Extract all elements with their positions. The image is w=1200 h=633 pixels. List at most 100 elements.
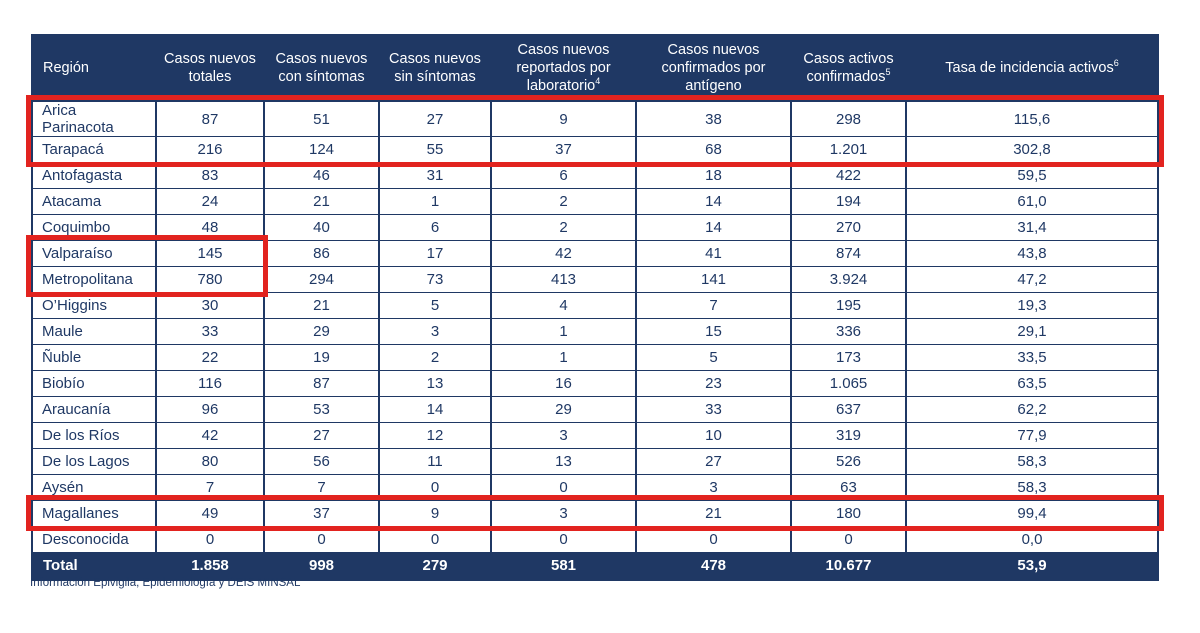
value-cell: 56 — [263, 448, 380, 475]
value-cell: 422 — [790, 162, 907, 189]
row-biobio: Biobío 116 87 13 16 23 1.065 63,5 — [31, 370, 1159, 397]
value-cell: 9 — [490, 100, 637, 137]
value-cell: 15 — [635, 318, 792, 345]
value-cell: 87 — [155, 100, 265, 137]
covid-regions-table: Región Casos nuevos totales Casos nuevos c… — [31, 34, 1159, 581]
value-cell: 279 — [378, 552, 492, 580]
value-cell: 37 — [263, 500, 380, 527]
value-cell: 0 — [378, 526, 492, 553]
region-cell: Maule — [31, 318, 157, 345]
value-cell: 2 — [490, 214, 637, 241]
value-cell: 874 — [790, 240, 907, 267]
value-cell: 24 — [155, 188, 265, 215]
row-magallanes: Magallanes 49 37 9 3 21 180 99,4 — [31, 500, 1159, 527]
value-cell: 19 — [263, 344, 380, 371]
region-cell: De los Ríos — [31, 422, 157, 449]
row-antofagasta: Antofagasta 83 46 31 6 18 422 59,5 — [31, 162, 1159, 189]
value-cell: 21 — [263, 292, 380, 319]
value-cell: 216 — [155, 136, 265, 163]
value-cell: 5 — [378, 292, 492, 319]
row-valparaiso: Valparaíso 145 86 17 42 41 874 43,8 — [31, 240, 1159, 267]
value-cell: 145 — [155, 240, 265, 267]
value-cell: 38 — [635, 100, 792, 137]
value-cell: 33 — [155, 318, 265, 345]
value-cell: 80 — [155, 448, 265, 475]
value-cell: 10.677 — [790, 552, 907, 580]
value-cell: 173 — [790, 344, 907, 371]
value-cell: 195 — [790, 292, 907, 319]
value-cell: 77,9 — [905, 422, 1159, 449]
region-cell: Araucanía — [31, 396, 157, 423]
value-cell: 1 — [490, 344, 637, 371]
row-de-los-lagos: De los Lagos 80 56 11 13 27 526 58,3 — [31, 448, 1159, 475]
row-arica-parinacota: Arica Parinacota 87 51 27 9 38 298 115,6 — [31, 100, 1159, 137]
value-cell: 0 — [490, 474, 637, 501]
value-cell: 14 — [378, 396, 492, 423]
value-cell: 63,5 — [905, 370, 1159, 397]
value-cell: 53 — [263, 396, 380, 423]
value-cell: 0,0 — [905, 526, 1159, 553]
value-cell: 47,2 — [905, 266, 1159, 293]
table-body: Arica Parinacota 87 51 27 9 38 298 115,6 Tarapac… — [31, 100, 1159, 580]
table-wrap: Región Casos nuevos totales Casos nuevos c… — [26, 34, 1164, 581]
value-cell: 6 — [490, 162, 637, 189]
value-cell: 1.201 — [790, 136, 907, 163]
value-cell: 413 — [490, 266, 637, 293]
row-araucania: Araucanía 96 53 14 29 33 637 62,2 — [31, 396, 1159, 423]
value-cell: 49 — [155, 500, 265, 527]
value-cell: 780 — [155, 266, 265, 293]
value-cell: 3 — [635, 474, 792, 501]
value-cell: 13 — [490, 448, 637, 475]
value-cell: 0 — [635, 526, 792, 553]
value-cell: 27 — [378, 100, 492, 137]
value-cell: 0 — [378, 474, 492, 501]
value-cell: 7 — [155, 474, 265, 501]
value-cell: 2 — [490, 188, 637, 215]
value-cell: 0 — [790, 526, 907, 553]
value-cell: 42 — [490, 240, 637, 267]
value-cell: 12 — [378, 422, 492, 449]
region-cell: Magallanes — [31, 500, 157, 527]
region-cell: Valparaíso — [31, 240, 157, 267]
column-header-casos-activos-confirmados: Casos activos confirmados5 — [790, 34, 907, 102]
column-header-casos-nuevos-sin-sintomas: Casos nuevos sin síntomas — [378, 34, 492, 102]
value-cell: 9 — [378, 500, 492, 527]
row-de-los-rios: De los Ríos 42 27 12 3 10 319 77,9 — [31, 422, 1159, 449]
row-atacama: Atacama 24 21 1 2 14 194 61,0 — [31, 188, 1159, 215]
value-cell: 115,6 — [905, 100, 1159, 137]
value-cell: 41 — [635, 240, 792, 267]
value-cell: 116 — [155, 370, 265, 397]
region-cell: O’Higgins — [31, 292, 157, 319]
value-cell: 73 — [378, 266, 492, 293]
row-metropolitana: Metropolitana 780 294 73 413 141 3.924 47,2 — [31, 266, 1159, 293]
value-cell: 998 — [263, 552, 380, 580]
row-o-higgins: O’Higgins 30 21 5 4 7 195 19,3 — [31, 292, 1159, 319]
value-cell: 42 — [155, 422, 265, 449]
value-cell: 7 — [635, 292, 792, 319]
region-cell: Tarapacá — [31, 136, 157, 163]
value-cell: 51 — [263, 100, 380, 137]
value-cell: 59,5 — [905, 162, 1159, 189]
value-cell: 302,8 — [905, 136, 1159, 163]
value-cell: 86 — [263, 240, 380, 267]
value-cell: 1 — [490, 318, 637, 345]
column-header-region: Región — [31, 34, 157, 102]
value-cell: 0 — [490, 526, 637, 553]
value-cell: 0 — [263, 526, 380, 553]
region-cell: Arica Parinacota — [31, 100, 157, 137]
value-cell: 1 — [378, 188, 492, 215]
value-cell: 478 — [635, 552, 792, 580]
value-cell: 298 — [790, 100, 907, 137]
value-cell: 33,5 — [905, 344, 1159, 371]
value-cell: 87 — [263, 370, 380, 397]
value-cell: 62,2 — [905, 396, 1159, 423]
value-cell: 3.924 — [790, 266, 907, 293]
value-cell: 7 — [263, 474, 380, 501]
value-cell: 68 — [635, 136, 792, 163]
value-cell: 141 — [635, 266, 792, 293]
value-cell: 1.065 — [790, 370, 907, 397]
value-cell: 22 — [155, 344, 265, 371]
value-cell: 3 — [490, 422, 637, 449]
value-cell: 58,3 — [905, 448, 1159, 475]
